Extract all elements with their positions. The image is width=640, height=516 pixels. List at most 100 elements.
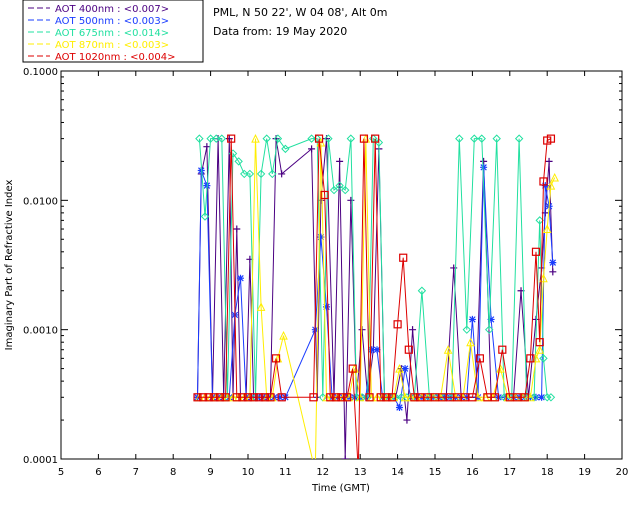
- data-point-diamond: [324, 134, 333, 143]
- data-point-diamond: [514, 134, 524, 143]
- data-point-diamond: [417, 286, 427, 295]
- data-point-plus: [403, 416, 411, 424]
- data-point-asterisk: [276, 393, 284, 401]
- data-point-square: [215, 393, 225, 402]
- data-point-diamond: [262, 134, 271, 143]
- data-point-square: [249, 393, 258, 402]
- data-point-diamond: [492, 134, 501, 143]
- x-axis-label: Time (GMT): [311, 483, 370, 494]
- data-point-plus: [409, 326, 417, 334]
- x-tick-label: 16: [466, 467, 479, 478]
- x-tick-label: 9: [207, 467, 213, 478]
- data-point-diamond: [542, 393, 552, 402]
- data-point-plus: [278, 170, 286, 178]
- data-point-plus: [545, 157, 553, 165]
- data-point-asterisk: [237, 274, 245, 282]
- data-point-asterisk: [538, 393, 546, 401]
- legend: AOT 400nm : <0.007>AOT 500nm : <0.003>AO…: [28, 4, 175, 63]
- data-point-diamond: [212, 134, 221, 143]
- data-point-square: [331, 393, 340, 402]
- data-point-square: [221, 393, 230, 402]
- data-point-diamond: [346, 134, 356, 143]
- data-point-diamond: [546, 393, 556, 402]
- data-point-square: [365, 393, 374, 402]
- data-point-asterisk: [367, 346, 375, 354]
- data-point-square: [404, 345, 413, 354]
- data-point-diamond: [307, 134, 316, 143]
- data-point-diamond: [539, 354, 548, 363]
- data-point-square: [526, 354, 535, 363]
- legend-label: AOT 870nm : <0.003>: [55, 40, 169, 51]
- data-point-plus: [549, 268, 557, 276]
- data-point-square: [410, 393, 419, 402]
- data-point-square: [232, 393, 241, 402]
- data-point-diamond: [234, 157, 243, 166]
- data-point-triangle: [395, 363, 404, 373]
- data-point-plus: [233, 225, 241, 233]
- data-point-square: [314, 134, 324, 143]
- data-point-diamond: [273, 134, 283, 143]
- x-tick-label: 7: [133, 467, 139, 478]
- legend-label: AOT 1020nm : <0.004>: [55, 52, 175, 63]
- data-point-diamond: [470, 134, 479, 143]
- data-point-square: [255, 393, 264, 402]
- data-point-triangle: [443, 345, 453, 354]
- data-point-square: [387, 393, 397, 402]
- data-point-diamond: [374, 138, 384, 147]
- plot-frame: [60, 70, 623, 460]
- data-point-asterisk: [487, 315, 495, 323]
- legend-label: AOT 400nm : <0.007>: [55, 4, 169, 15]
- data-point-triangle: [546, 180, 556, 190]
- data-point-asterisk: [480, 163, 488, 171]
- data-point-triangle: [550, 172, 559, 182]
- data-point-asterisk: [401, 365, 409, 373]
- data-point-square: [238, 393, 247, 402]
- data-point-square: [475, 354, 484, 363]
- data-point-diamond: [335, 181, 344, 190]
- data-point-square: [468, 393, 477, 402]
- data-point-asterisk: [317, 233, 325, 241]
- y-tick-label: 0.0010: [23, 326, 58, 337]
- data-point-triangle: [466, 337, 475, 347]
- data-point-square: [199, 393, 208, 402]
- data-point-asterisk: [373, 346, 381, 354]
- x-tick-label: 15: [429, 467, 442, 478]
- site-info-text: PML, N 50 22', W 04 08', Alt 0m: [213, 6, 387, 19]
- legend-label: AOT 500nm : <0.003>: [55, 16, 169, 27]
- data-point-diamond: [341, 185, 350, 195]
- data-point-diamond: [329, 185, 339, 195]
- x-tick-label: 8: [170, 467, 176, 478]
- data-point-plus: [450, 264, 458, 272]
- x-tick-label: 19: [578, 467, 591, 478]
- y-tick-label: 0.1000: [23, 67, 58, 78]
- data-point-square: [535, 338, 544, 347]
- data-point-triangle: [251, 134, 260, 143]
- data-point-square: [399, 253, 408, 262]
- data-point-diamond: [245, 169, 255, 179]
- series-5: [193, 134, 556, 459]
- data-point-asterisk: [323, 303, 331, 311]
- data-point-diamond: [477, 134, 486, 143]
- series-1: [194, 135, 557, 459]
- data-point-square: [343, 393, 352, 402]
- legend-box: [22, 0, 204, 63]
- data-point-triangle: [496, 363, 505, 373]
- data-point-diamond: [268, 169, 277, 179]
- y-tick-label: 0.0001: [23, 455, 58, 466]
- x-tick-label: 6: [95, 467, 101, 478]
- data-point-square: [371, 134, 380, 143]
- data-point-square: [193, 393, 202, 402]
- data-point-diamond: [217, 134, 227, 143]
- data-point-triangle: [256, 302, 266, 311]
- data-point-square: [210, 393, 219, 402]
- data-point-square: [382, 393, 391, 402]
- x-tick-label: 14: [391, 467, 404, 478]
- data-point-diamond: [240, 169, 249, 179]
- data-point-square: [546, 134, 556, 143]
- data-point-square: [266, 393, 275, 402]
- legend-label: AOT 675nm : <0.014>: [55, 28, 169, 39]
- x-tick-label: 12: [316, 467, 329, 478]
- data-point-plus: [308, 145, 316, 153]
